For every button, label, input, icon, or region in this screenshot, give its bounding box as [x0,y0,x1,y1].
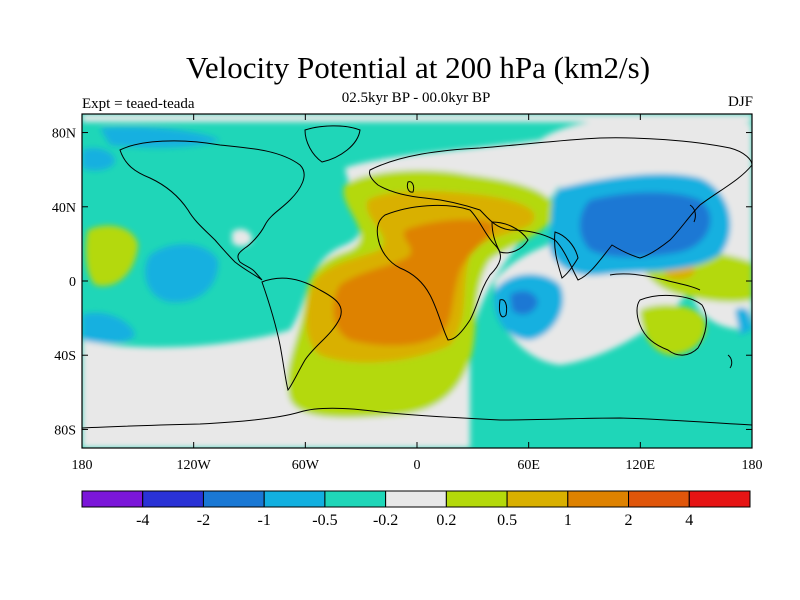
field-positive-australia [640,304,706,355]
coastline-north-america [119,140,305,281]
colorbar-swatch [445,490,508,508]
plot-subtitle: 02.5kyr BP - 00.0kyr BP [341,90,491,106]
longitude-axis: 180 120W 60W 0 60E 120E 180 [72,114,763,473]
colorbar-label: 0.2 [436,512,456,529]
field-strong [333,219,495,346]
field-negative-spac [82,312,135,344]
colorbar-swatch [324,490,387,508]
field-negative-asia-core [579,192,711,257]
contour-field [82,114,752,448]
colorbar-swatch [202,490,265,508]
colorbar-label: -0.5 [312,512,337,529]
lat-tick-label: 40N [52,201,76,216]
colorbar-swatch [628,490,690,508]
coastline-antarctica [82,407,752,429]
coastline-arabia [491,221,529,254]
colorbar-swatch [567,490,630,508]
coastline-indonesia [609,273,701,291]
plot-title: Velocity Potential at 200 hPa (km2/s) [185,50,651,85]
colorbar-label: -2 [197,512,210,529]
colorbar-swatch [142,490,204,508]
experiment-label: Expt = teaed-teada [82,96,195,112]
coastlines [82,125,752,429]
lon-tick-label: 60W [292,458,320,473]
colorbar-swatch [385,490,447,508]
colorbar-label: -1 [258,512,271,529]
field-positive-npac [85,225,138,286]
lat-tick-label: 0 [69,275,76,290]
colorbar-label: 0.5 [497,512,517,529]
season-label: DJF [727,94,753,110]
coastline-india [554,231,579,279]
colorbar-swatch [506,490,569,508]
colorbar-label: -4 [136,512,149,529]
coastline-madagascar [499,299,508,318]
lat-tick-label: 80S [54,423,76,438]
coastline-south-america [261,277,342,392]
coastline-greenland [304,125,361,163]
coastline-uk [406,181,415,193]
lon-tick-label: 120W [177,458,212,473]
colorbar-label: -0.2 [373,512,398,529]
coastline-new-zealand [727,354,733,369]
lat-tick-label: 40S [54,349,76,364]
coastline-africa [376,204,501,341]
colorbar-label: 2 [625,512,633,529]
coastline-eurasia [369,137,752,281]
lat-tick-label: 80N [52,127,76,142]
colorbar-swatch [81,490,144,508]
lon-tick-label: 180 [72,458,93,473]
colorbar-label: 1 [564,512,572,529]
colorbar-swatch [688,490,751,508]
lon-tick-label: 120E [626,458,656,473]
colorbar-swatch [263,490,326,508]
field-negative-epac [145,244,219,303]
lon-tick-label: 180 [742,458,763,473]
colorbar: -4 -2 -1 -0.5 -0.2 0.2 0.5 1 2 4 [81,490,751,529]
latitude-axis: 80N 40N 0 40S 80S [52,127,752,438]
colorbar-label: 4 [685,512,693,529]
coastline-japan [689,204,696,223]
coastline-australia [636,295,707,356]
lon-tick-label: 0 [414,458,421,473]
lon-tick-label: 60E [517,458,540,473]
